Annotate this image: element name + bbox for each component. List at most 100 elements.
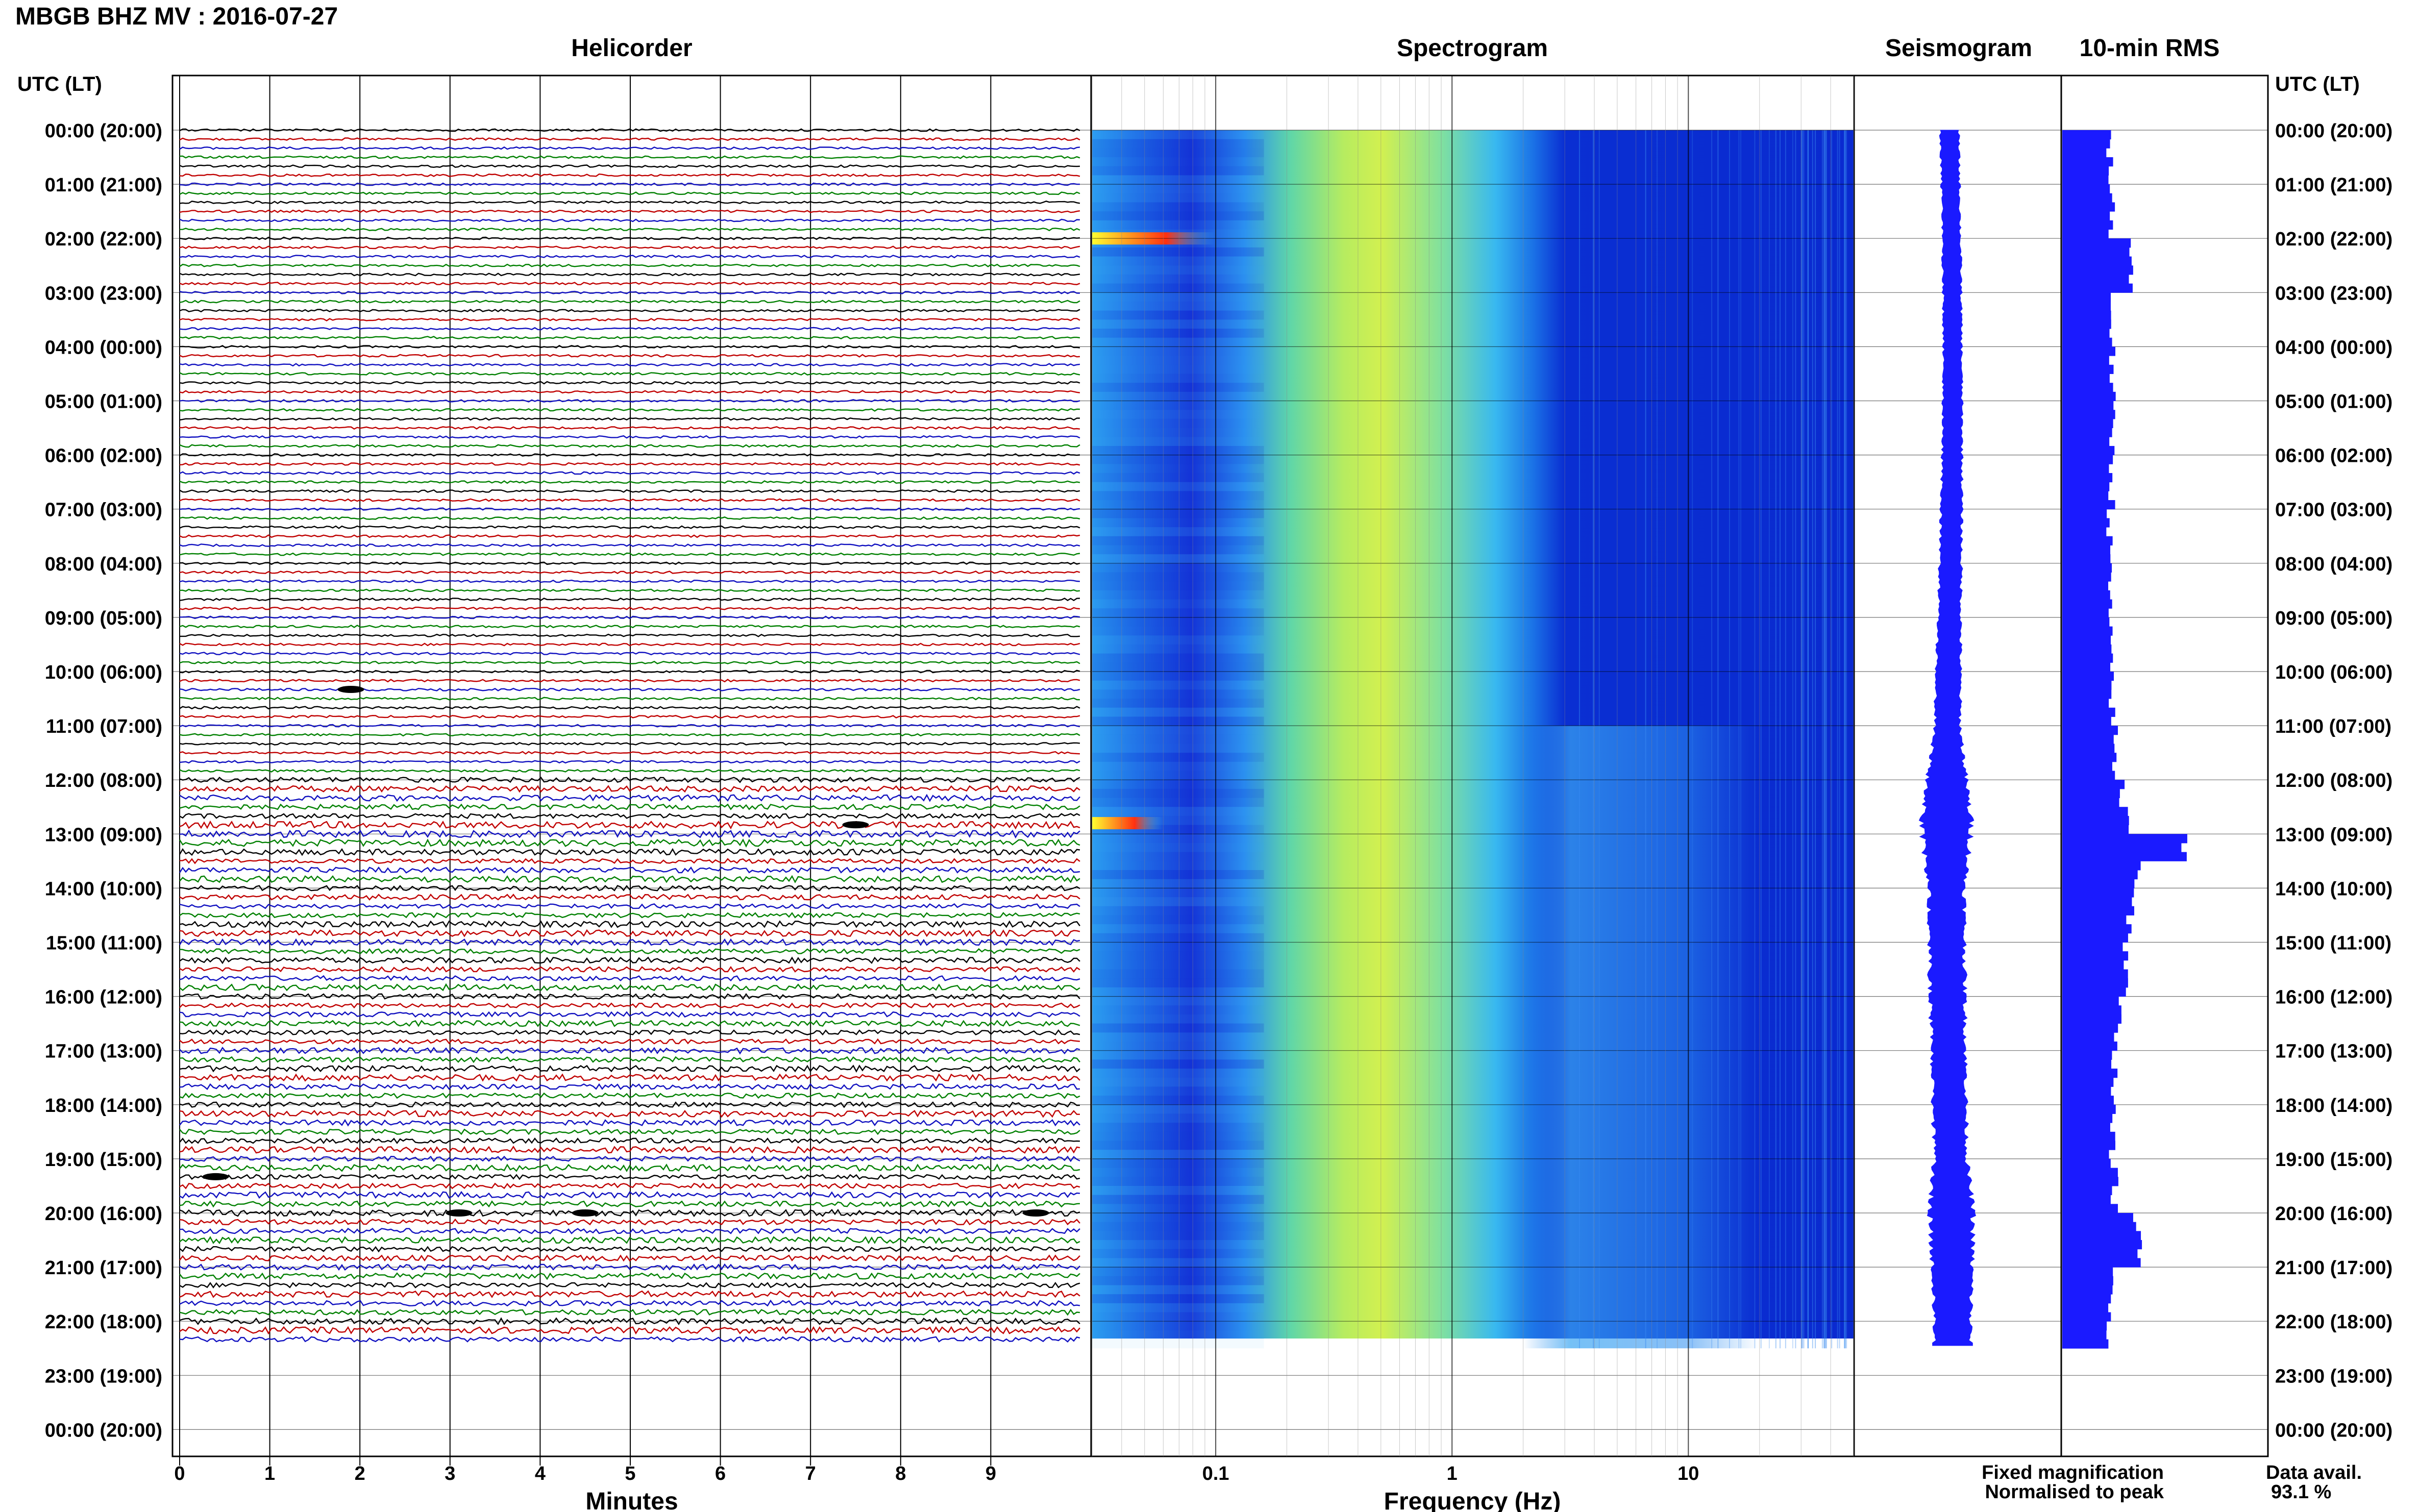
helicorder-trace (179, 1299, 1080, 1307)
rms-bar (2062, 726, 2118, 735)
spectrogram-row (1092, 581, 1264, 590)
spectrogram-row (1092, 1204, 1264, 1213)
helicorder-trace (179, 363, 1080, 367)
helicorder-trace (179, 1191, 1080, 1199)
helicorder-trace (179, 1011, 1080, 1018)
helicorder-trace (179, 444, 1080, 448)
seismogram-title: Seismogram (1885, 35, 2032, 62)
helicorder-title: Helicorder (571, 35, 692, 62)
helicorder-trace (179, 552, 1080, 556)
frequency-tick-label: 1 (1447, 1463, 1458, 1484)
rms-bar (2062, 743, 2115, 753)
spectrogram-row (1092, 608, 1264, 617)
helicorder-trace (179, 399, 1080, 403)
helicorder-trace (179, 1336, 1080, 1343)
spectrogram-row (1092, 374, 1264, 383)
rms-bar (2062, 1177, 2118, 1186)
helicorder-trace (179, 687, 1080, 691)
spectrogram-row (1092, 1294, 1264, 1303)
helicorder-trace (179, 155, 1080, 159)
helicorder-trace (179, 1163, 1080, 1172)
time-tick-label-right: 07:00 (03:00) (2275, 500, 2392, 521)
rms-bar (2062, 653, 2113, 663)
rms-frame (2060, 75, 2269, 1457)
time-tick-label-left: 05:00 (01:00) (45, 391, 162, 413)
helicorder-trace (179, 965, 1080, 973)
helicorder-trace (179, 1109, 1080, 1118)
rms-bar (2062, 987, 2126, 997)
time-tick-label-left: 23:00 (19:00) (45, 1366, 162, 1387)
rms-bar (2062, 518, 2110, 528)
helicorder-trace (179, 697, 1080, 701)
spectrogram-row (1092, 364, 1264, 374)
rms-bar (2062, 274, 2129, 284)
rms-bar (2062, 942, 2123, 952)
rms-bar (2062, 861, 2141, 871)
spectrogram-row (1092, 707, 1264, 717)
spectrogram-row (1092, 635, 1264, 645)
rms-bar (2062, 130, 2111, 140)
rms-bar (2062, 1195, 2111, 1204)
time-tick-label-left: 15:00 (11:00) (46, 933, 162, 954)
rms-bar (2062, 1113, 2113, 1123)
rms-bar (2062, 509, 2107, 518)
helicorder-event (446, 1209, 473, 1217)
rms-bar (2062, 1222, 2136, 1231)
spectrogram-row (1092, 1267, 1264, 1276)
spectrogram-row (1092, 653, 1264, 663)
minute-tick-label: 5 (625, 1463, 635, 1484)
rms-bar (2062, 960, 2124, 970)
spectrogram-row (1092, 464, 1264, 473)
rms-bar (2062, 238, 2131, 248)
time-axis-label-right: UTC (LT) (2275, 73, 2360, 95)
time-tick-label-right: 12:00 (08:00) (2275, 770, 2392, 791)
spectrogram-row (1092, 969, 1264, 979)
helicorder-trace (179, 218, 1080, 222)
spectrogram-row (1092, 1231, 1264, 1241)
rms-bar (2062, 401, 2114, 410)
minute-tick-label: 4 (535, 1463, 546, 1484)
spectrogram-row (1092, 130, 1264, 139)
time-tick-labels: 00:00 (20:00) 00:00 (20:00) 01:00 (21:00) 0… (45, 120, 2393, 1441)
spectrogram-row (1092, 861, 1264, 871)
time-tick-label-left: 11:00 (07:00) (46, 716, 162, 737)
helicorder-trace (179, 794, 1080, 802)
spectrogram-row (1092, 247, 1264, 257)
rms-bar (2062, 798, 2119, 807)
helicorder-trace (179, 1246, 1080, 1253)
spectrogram-row (1092, 1096, 1264, 1105)
spectrogram-row (1092, 509, 1264, 518)
helicorder-trace (179, 254, 1080, 259)
rms-bar (2062, 753, 2117, 762)
time-tick-label-right: 20:00 (16:00) (2275, 1203, 2392, 1225)
spectrogram-row (1092, 590, 1264, 600)
spectrogram-row (1092, 951, 1264, 960)
rms-bar (2062, 1303, 2109, 1313)
time-tick-label-right: 08:00 (04:00) (2275, 554, 2392, 575)
helicorder-trace (179, 1263, 1080, 1271)
rms-bar (2062, 139, 2110, 148)
rms-bar (2062, 1231, 2141, 1241)
rms-bar (2062, 888, 2134, 898)
spectrogram-row (1092, 915, 1264, 925)
spectrogram-row (1092, 1240, 1264, 1249)
rms-bar (2062, 455, 2113, 464)
rms-bar (2062, 346, 2115, 356)
helicorder-trace (179, 381, 1080, 385)
time-tick-label-right: 15:00 (11:00) (2275, 933, 2391, 954)
rms-bar (2062, 1104, 2116, 1114)
helicorder-trace (179, 1155, 1080, 1162)
time-tick-label-right: 02:00 (22:00) (2275, 229, 2392, 250)
spectrogram-row (1092, 572, 1264, 582)
rms-bar (2062, 1077, 2114, 1087)
spectrogram-row (1092, 897, 1264, 906)
spectrogram-row (1092, 545, 1264, 555)
rms-bar (2062, 996, 2119, 1006)
rms-bar (2062, 1168, 2118, 1177)
time-tick-label-left: 16:00 (12:00) (45, 987, 162, 1008)
spectrogram-row (1092, 996, 1264, 1006)
helicorder-trace (179, 1290, 1080, 1298)
spectrogram-row (1092, 1249, 1264, 1258)
helicorder-trace (179, 812, 1080, 820)
rms-bar (2062, 572, 2111, 582)
